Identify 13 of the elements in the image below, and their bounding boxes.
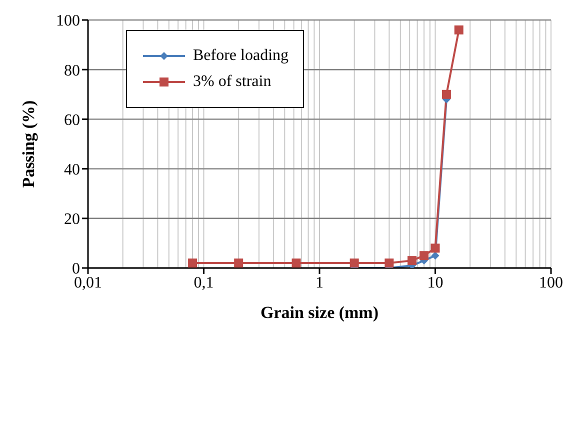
y-axis-title: Passing (%): [19, 100, 38, 188]
y-tick-label: 100: [56, 12, 80, 30]
y-tick-label: 40: [64, 161, 80, 178]
x-tick-label: 1: [316, 274, 324, 292]
x-tick-label: 100: [539, 274, 563, 292]
legend-label: Before loading: [193, 47, 289, 65]
legend-label: 3% of strain: [193, 73, 272, 91]
x-tick-label: 0,1: [194, 274, 214, 292]
y-tick-label: 60: [64, 112, 80, 129]
y-tick-label: 20: [64, 211, 80, 228]
y-tick-label: 80: [64, 62, 80, 80]
x-axis-title: Grain size (mm): [260, 303, 379, 322]
x-tick-label: 10: [427, 274, 444, 292]
